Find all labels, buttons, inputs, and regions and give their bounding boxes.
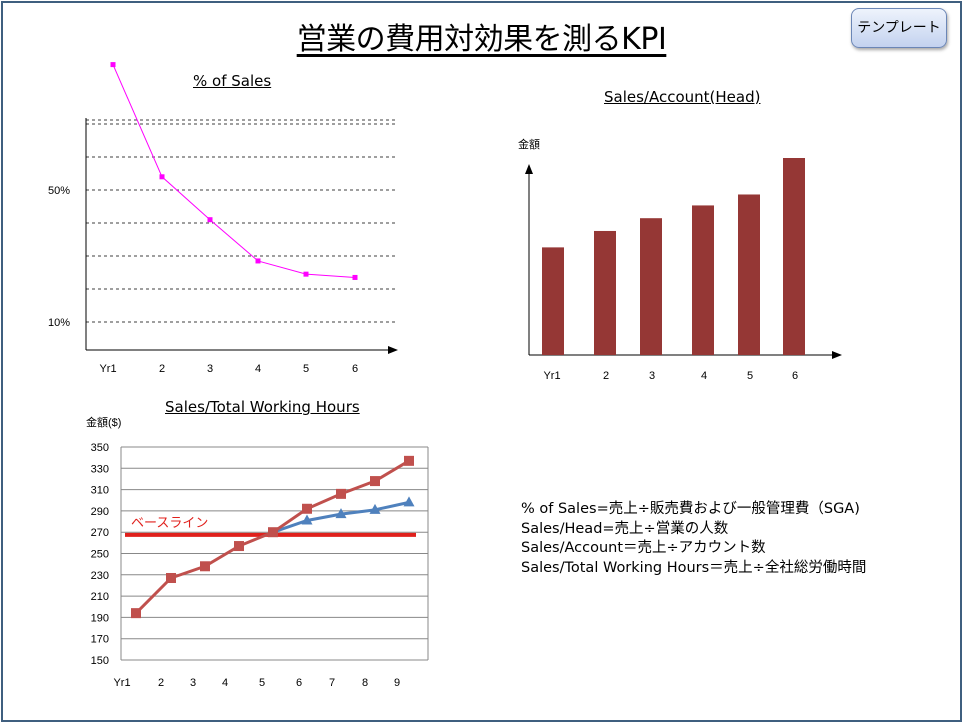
chart-title-pct-sales: % of Sales [193, 72, 272, 90]
chart-title-working-hours: Sales/Total Working Hours [165, 398, 360, 416]
definition-sales-hours: Sales/Total Working Hours＝売上÷全社総労働時間 [521, 559, 867, 576]
definition-sales-account: Sales/Account＝売上÷アカウント数 [521, 540, 766, 556]
template-button[interactable]: テンプレート [851, 8, 947, 48]
chart-title-sales-account: Sales/Account(Head) [604, 88, 761, 106]
definition-pct-sales: % of Sales=売上÷販売費および一般管理費（SGA) [521, 501, 860, 517]
definition-sales-head: Sales/Head=売上÷営業の人数 [521, 520, 729, 537]
kpi-definitions: % of Sales=売上÷販売費および一般管理費（SGA) Sales/Hea… [521, 500, 866, 578]
page-title: 営業の費用対効果を測るKPI [296, 22, 667, 57]
